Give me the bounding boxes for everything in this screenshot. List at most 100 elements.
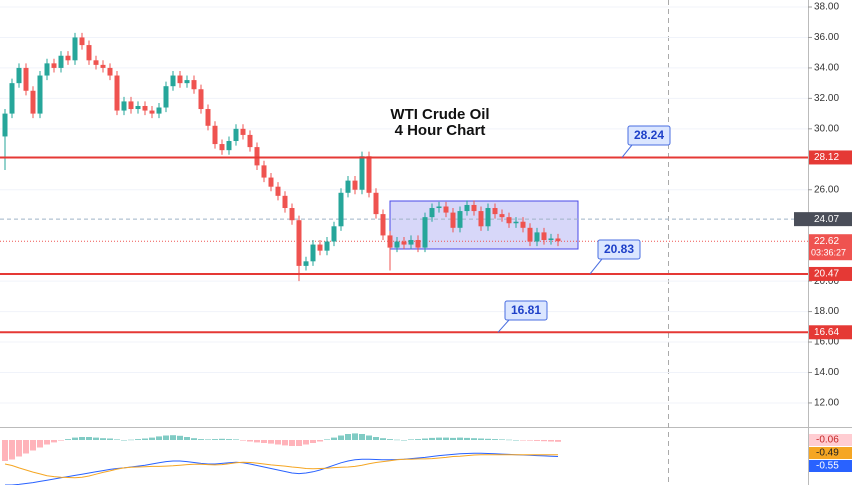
histogram-bar <box>16 440 22 457</box>
histogram-bar <box>310 440 316 443</box>
candle-body <box>331 226 337 242</box>
histogram-bar <box>240 440 246 441</box>
candle-body <box>499 214 505 218</box>
histogram-bar <box>212 439 218 440</box>
histogram-bar <box>268 440 274 444</box>
macd-badge-label: -0.55 <box>816 461 839 472</box>
callout-box <box>597 239 641 260</box>
macd-pane <box>2 433 561 485</box>
histogram-bar <box>9 440 15 460</box>
y-tick-label: 12.00 <box>814 398 839 409</box>
histogram-bar <box>436 437 442 440</box>
candle-body <box>100 64 106 68</box>
candle-body <box>121 101 127 111</box>
callout-label: 28.24 <box>634 128 664 142</box>
level-badge <box>809 150 852 165</box>
candle-body <box>478 211 484 227</box>
candle-body <box>114 75 120 111</box>
candle-body <box>527 227 533 242</box>
histogram-bar <box>156 436 162 440</box>
histogram-bar <box>65 439 71 440</box>
histogram-bar <box>555 440 561 442</box>
histogram-bar <box>205 439 211 440</box>
candle-body <box>450 212 456 228</box>
overlay: WTI Crude Oil 4 Hour Chart 38.00 36.00 34.… <box>390 2 852 472</box>
histogram-bar <box>44 440 50 445</box>
candle-body <box>387 235 393 248</box>
histogram-bar <box>492 439 498 440</box>
macd-badge-label: -0.49 <box>816 448 839 459</box>
candle-body <box>51 63 57 68</box>
crosshair-badge <box>794 212 852 227</box>
y-tick-label: 26.00 <box>814 184 839 195</box>
histogram-bar <box>93 437 99 440</box>
macd-badge <box>809 460 852 472</box>
histogram-bar <box>338 435 344 440</box>
candle-body <box>30 90 36 114</box>
y-tick-label: 20.00 <box>814 276 839 287</box>
candle-body <box>534 232 540 242</box>
candle-body <box>142 105 148 111</box>
histogram-bar <box>506 439 512 441</box>
histogram-bar <box>457 437 463 440</box>
histogram-bar <box>128 439 134 441</box>
candle-body <box>352 180 358 190</box>
histogram-bar <box>296 440 302 446</box>
candle-body <box>23 67 29 91</box>
histogram-bar <box>289 440 295 446</box>
y-tick-label: 14.00 <box>814 367 839 378</box>
callout-box <box>627 125 671 146</box>
candle-body <box>233 128 239 142</box>
candle-body <box>513 221 519 224</box>
histogram-bar <box>534 440 540 441</box>
histogram-bar <box>387 439 393 440</box>
histogram-bar <box>303 440 309 445</box>
macd-line <box>5 452 559 485</box>
candle-body <box>16 67 22 84</box>
candle-body <box>205 109 211 126</box>
candle-body <box>380 214 386 236</box>
candle-body <box>394 241 400 248</box>
candle-body <box>485 208 491 227</box>
histogram-bar <box>191 438 197 440</box>
last-price-badge <box>809 234 852 261</box>
histogram-bar <box>520 440 526 441</box>
candle-body <box>345 180 351 193</box>
candle-body <box>177 75 183 84</box>
histogram-bar <box>114 439 120 440</box>
candle-body <box>408 239 414 245</box>
callout-pointer <box>621 144 633 158</box>
candle-body <box>359 156 365 190</box>
candle-body <box>163 86 169 108</box>
chart-subtitle: 4 Hour Chart <box>395 122 486 139</box>
candle-body <box>170 75 176 87</box>
candle-body <box>436 206 442 209</box>
histogram-bar <box>422 438 428 440</box>
callout-label: 16.81 <box>511 303 541 317</box>
macd-line <box>4 454 558 479</box>
level-badge <box>809 266 852 281</box>
callout-pointer <box>497 319 510 333</box>
histogram-bar <box>324 439 330 440</box>
candle-body <box>219 144 225 151</box>
histogram-bar <box>79 437 85 440</box>
histogram-bar <box>86 437 92 440</box>
histogram-bar <box>107 438 113 440</box>
histogram-bar <box>100 438 106 440</box>
macd-badge <box>809 434 852 446</box>
level-badge-label: 16.64 <box>814 327 839 338</box>
histogram-bar <box>219 438 225 440</box>
chart-title: WTI Crude Oil <box>390 106 489 123</box>
candle-body <box>429 208 435 218</box>
histogram-bar <box>499 439 505 440</box>
candle-body <box>289 208 295 221</box>
candle-body <box>79 37 85 46</box>
candle-body <box>44 63 50 76</box>
price-pane <box>0 6 808 404</box>
y-tick-label: 16.00 <box>814 337 839 348</box>
level-badge <box>809 325 852 340</box>
histogram-bar <box>37 440 43 448</box>
callout-pointer <box>589 258 603 275</box>
candle-body <box>198 89 204 110</box>
